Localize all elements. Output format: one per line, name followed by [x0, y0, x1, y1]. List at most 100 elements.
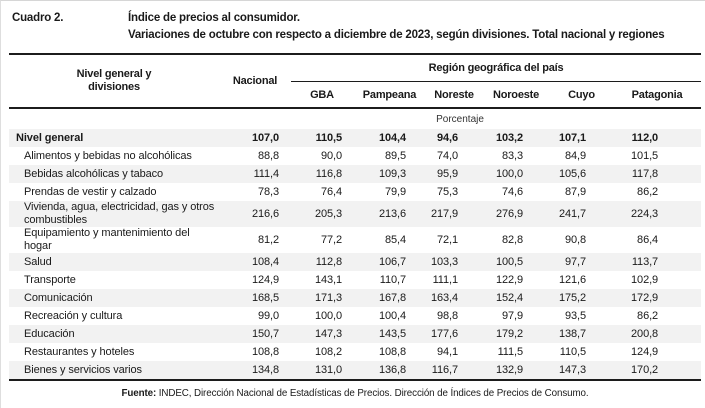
table-row: Recreación y cultura 99,0 100,0 100,4 98,8 97…: [9, 307, 701, 325]
value-cell: 90,0: [320, 150, 342, 162]
value-cell: 100,4: [378, 310, 406, 322]
value-cell: 124,9: [631, 346, 659, 358]
table-row: Vivienda, agua, electricidad, gas y otro…: [9, 201, 702, 227]
column-header-divisions: Nivel general y divisiones: [76, 68, 152, 93]
value-cell: 79,9: [384, 186, 406, 198]
table-row: Salud 108,4 112,8 106,7 103,3 100,5 97,7 113,7: [9, 253, 702, 271]
value-cell: 121,6: [558, 274, 586, 286]
value-cell: 110,5: [315, 132, 343, 144]
value-cell: 111,5: [497, 346, 524, 358]
table-title-line1: Índice de precios al consumidor.: [128, 12, 300, 24]
value-cell: 241,7: [558, 208, 586, 220]
value-cell: 216,6: [251, 208, 279, 220]
region-column-header: Cuyo: [568, 88, 595, 101]
table-row: Comunicación 168,5 171,3 167,8 163,4 152,4 175…: [9, 289, 702, 307]
value-cell: 276,9: [495, 208, 523, 220]
value-cell: 108,8: [251, 346, 279, 358]
value-cell: 205,3: [314, 208, 342, 220]
value-cell: 136,8: [378, 364, 406, 376]
value-cell: 112,0: [631, 132, 659, 144]
value-cell: 86,4: [637, 234, 659, 246]
value-cell: 72,1: [436, 234, 458, 246]
unit-label: Porcentaje: [219, 107, 702, 129]
region-column-header: Noroeste: [492, 88, 540, 101]
value-cell: 108,8: [378, 346, 406, 358]
value-cell: 143,1: [314, 274, 342, 286]
value-cell: 94,1: [436, 346, 458, 358]
value-cell: 163,4: [430, 292, 458, 304]
row-label: Educación: [24, 327, 75, 340]
row-label: Restaurantes y hoteles: [24, 345, 135, 358]
value-cell: 102,9: [631, 274, 659, 286]
value-cell: 88,8: [257, 150, 279, 162]
region-column-header: Pampeana: [362, 88, 417, 101]
row-label: Transporte: [24, 273, 76, 286]
value-cell: 217,9: [430, 208, 458, 220]
value-cell: 172,9: [631, 292, 659, 304]
source-note: Fuente: INDEC, Dirección Nacional de Est…: [9, 388, 701, 399]
source-text: INDEC, Dirección Nacional de Estadística…: [156, 388, 589, 399]
table-row: Educación 150,7 147,3 143,5 177,6 179,2 138,7 2…: [9, 325, 702, 343]
table-row: Alimentos y bebidas no alcohólicas 88,8 90…: [9, 147, 701, 165]
value-cell: 117,8: [631, 168, 659, 180]
value-cell: 104,4: [378, 132, 406, 144]
value-cell: 110,5: [559, 346, 586, 358]
value-cell: 143,5: [378, 328, 406, 340]
row-label: Recreación y cultura: [24, 309, 123, 322]
value-cell: 168,5: [251, 292, 279, 304]
value-cell: 86,2: [637, 310, 659, 322]
value-cell: 106,7: [378, 256, 406, 268]
column-header-national: Nacional: [232, 75, 278, 87]
row-label: Prendas de vestir y calzado: [24, 185, 157, 198]
value-cell: 134,8: [251, 364, 279, 376]
row-label: Comunicación: [24, 291, 93, 304]
value-cell: 116,7: [431, 364, 458, 376]
value-cell: 97,9: [501, 310, 523, 322]
row-label: Nivel general: [16, 131, 84, 144]
value-cell: 84,9: [564, 150, 586, 162]
region-column-header: Patagonia: [631, 88, 683, 101]
value-cell: 105,6: [558, 168, 586, 180]
table-title-line2: Variaciones de octubre con respecto a di…: [128, 29, 665, 41]
value-cell: 132,9: [495, 364, 523, 376]
value-cell: 124,9: [251, 274, 279, 286]
value-cell: 108,2: [314, 346, 342, 358]
value-cell: 107,0: [251, 132, 279, 144]
row-label: Salud: [24, 255, 52, 268]
table-row: Prendas de vestir y calzado 78,3 76,4 79,9 7…: [9, 183, 701, 201]
table-row: Bienes y servicios varios 134,8 131,0 136,8…: [9, 361, 702, 380]
region-column-header: GBA: [310, 88, 334, 101]
value-cell: 74,0: [436, 150, 458, 162]
table-body: Nivel general 107,0 110,5 104,4 94,6 103,2 107…: [9, 129, 702, 380]
value-cell: 113,7: [631, 256, 659, 268]
row-label: Equipamiento y mantenimiento del hogar: [24, 227, 190, 252]
value-cell: 111,4: [253, 168, 280, 180]
table-header: Nivel general y divisiones Nacional Regi…: [9, 54, 702, 129]
value-cell: 150,7: [251, 328, 279, 340]
column-group-header-region: Región geográfica del país: [291, 54, 702, 82]
ipc-regions-table: Nivel general y divisiones Nacional Regi…: [9, 53, 702, 381]
value-cell: 90,8: [564, 234, 586, 246]
value-cell: 122,9: [495, 274, 523, 286]
value-cell: 95,9: [436, 168, 458, 180]
value-cell: 100,5: [495, 256, 523, 268]
value-cell: 98,8: [436, 310, 458, 322]
value-cell: 179,2: [495, 328, 523, 340]
value-cell: 100,0: [495, 168, 523, 180]
value-cell: 167,8: [378, 292, 406, 304]
region-columns-row: GBA Pampeana Noreste Noroeste Cuyo Patagonia: [9, 82, 701, 109]
value-cell: 81,2: [257, 234, 279, 246]
table-row: Nivel general 107,0 110,5 104,4 94,6 103,2 107…: [9, 129, 702, 147]
value-cell: 83,3: [501, 150, 523, 162]
value-cell: 213,6: [378, 208, 406, 220]
value-cell: 110,7: [379, 274, 406, 286]
value-cell: 131,0: [314, 364, 342, 376]
value-cell: 200,8: [631, 328, 659, 340]
value-cell: 224,3: [631, 208, 659, 220]
value-cell: 97,7: [564, 256, 586, 268]
value-cell: 107,1: [558, 132, 586, 144]
value-cell: 111,1: [432, 274, 459, 286]
value-cell: 147,3: [558, 364, 586, 376]
value-cell: 76,4: [320, 186, 342, 198]
